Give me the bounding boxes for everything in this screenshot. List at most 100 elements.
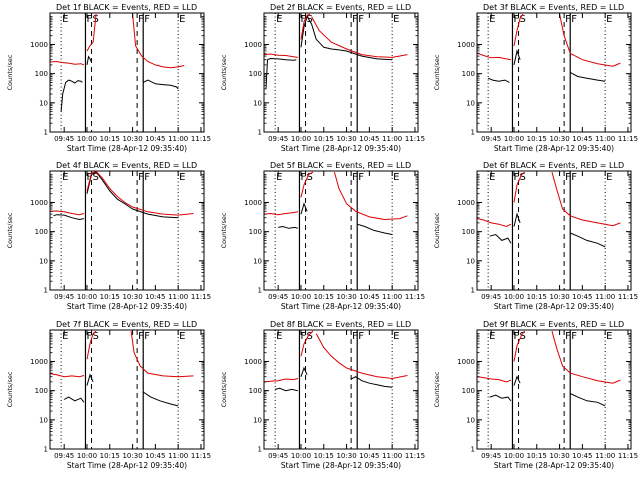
lld-series-line	[559, 13, 621, 67]
y-tick-label: 10	[253, 257, 262, 265]
event-marker-label: E	[179, 331, 185, 342]
event-marker-label: F	[513, 172, 519, 183]
y-tick-label: 10	[466, 416, 475, 424]
y-tick-label: 1000	[244, 199, 262, 207]
x-tick-label: 09:45	[481, 135, 501, 143]
x-tick-label: 10:15	[527, 293, 547, 301]
lld-series-line	[551, 330, 621, 384]
event-marker-label: E	[276, 172, 282, 183]
x-axis: 09:45 10:00 10:15 10:30 10:45 11:00 11:15	[54, 171, 211, 301]
event-marker-label: F	[565, 14, 571, 25]
y-tick-label: 100	[35, 70, 48, 78]
x-tick-label: 10:00	[504, 293, 524, 301]
x-tick-label: 10:00	[504, 452, 524, 460]
lld-series	[50, 330, 194, 378]
y-tick-label: 10	[39, 257, 48, 265]
events-series-line	[86, 55, 92, 65]
event-marker-label: F	[86, 14, 92, 25]
x-tick-label: 11:00	[168, 452, 188, 460]
lld-series-line	[513, 171, 525, 203]
y-tick-label: 1000	[244, 358, 262, 366]
x-tick-label: 11:00	[382, 293, 402, 301]
event-marker-label: F	[358, 14, 364, 25]
event-marker-label: E	[179, 14, 185, 25]
y-axis: 1 10 100 1000	[30, 16, 204, 137]
event-marker-label: F	[300, 14, 306, 25]
event-marker-label: F	[144, 172, 150, 183]
x-tick-label: 09:45	[268, 293, 288, 301]
event-marker-label: F	[300, 172, 306, 183]
lld-series-line	[477, 52, 511, 61]
panel-title: Det 3f BLACK = Events, RED = LLD	[483, 3, 624, 12]
event-marker-label: F	[565, 331, 571, 342]
event-marker-label: F	[144, 331, 150, 342]
events-series-line	[142, 391, 179, 407]
events-series-line	[350, 376, 393, 388]
panel-title: Det 6f BLACK = Events, RED = LLD	[483, 161, 624, 170]
x-tick-label: 10:30	[336, 135, 356, 143]
lld-series	[50, 14, 185, 69]
event-marker-label: F	[138, 172, 144, 183]
events-series-line	[513, 375, 521, 386]
event-marker-label: F	[86, 331, 92, 342]
events-series-line	[487, 77, 510, 83]
panel-title: Det 7f BLACK = Events, RED = LLD	[56, 320, 197, 329]
events-series-line	[513, 49, 521, 66]
x-tick-label: 11:00	[382, 452, 402, 460]
lld-series-line	[264, 53, 298, 58]
panel-title: Det 4f BLACK = Events, RED = LLD	[56, 161, 197, 170]
event-marker-label: E	[393, 172, 399, 183]
x-tick-label: 10:00	[77, 452, 97, 460]
y-tick-label: 100	[35, 387, 48, 395]
x-tick-label: 10:30	[122, 135, 142, 143]
y-tick-label: 1	[471, 129, 475, 137]
events-series-line	[300, 15, 393, 61]
y-axis: 1 10 100 1000	[244, 174, 418, 295]
x-tick-label: 10:00	[291, 452, 311, 460]
event-marker-label: S	[520, 331, 526, 342]
lld-series	[477, 330, 621, 384]
plot-frame	[263, 12, 419, 133]
lld-series	[50, 170, 194, 216]
events-series	[274, 366, 393, 392]
y-tick-label: 1	[471, 287, 475, 295]
panel-title: Det 1f BLACK = Events, RED = LLD	[56, 3, 197, 12]
x-axis: 09:45 10:00 10:15 10:30 10:45 11:00 11:15	[268, 171, 425, 301]
x-axis: 09:45 10:00 10:15 10:30 10:45 11:00 11:15	[268, 330, 425, 460]
x-tick-label: 10:15	[100, 135, 120, 143]
x-axis-label: Start Time (28-Apr-12 09:35:40)	[67, 144, 187, 153]
y-axis-label: Counts/sec	[6, 371, 14, 407]
y-tick-label: 100	[462, 387, 475, 395]
event-marker-label: F	[571, 14, 577, 25]
x-tick-label: 10:45	[359, 293, 379, 301]
events-series-line	[569, 71, 606, 82]
x-tick-label: 10:30	[549, 135, 569, 143]
x-tick-label: 11:00	[168, 135, 188, 143]
lld-series-line	[50, 210, 85, 216]
y-tick-label: 100	[462, 228, 475, 236]
event-marker-label: E	[179, 172, 185, 183]
x-axis-label: Start Time (28-Apr-12 09:35:40)	[281, 302, 401, 311]
lld-series-line	[264, 211, 298, 216]
x-tick-label: 09:45	[481, 452, 501, 460]
y-axis-label: Counts/sec	[220, 54, 228, 90]
y-tick-label: 10	[466, 99, 475, 107]
event-marker-label: S	[307, 14, 313, 25]
y-axis-label: Counts/sec	[6, 54, 14, 90]
lld-series-line	[315, 333, 408, 380]
y-tick-label: 1	[44, 129, 48, 137]
events-series	[487, 49, 606, 83]
x-tick-label: 10:30	[336, 293, 356, 301]
y-axis-label: Counts/sec	[220, 212, 228, 248]
x-tick-label: 11:15	[191, 293, 211, 301]
y-axis: 1 10 100 1000	[244, 333, 418, 454]
event-marker-label: S	[307, 331, 313, 342]
x-tick-label: 11:15	[405, 293, 425, 301]
y-tick-label: 1000	[457, 199, 475, 207]
x-axis-label: Start Time (28-Apr-12 09:35:40)	[67, 461, 187, 470]
